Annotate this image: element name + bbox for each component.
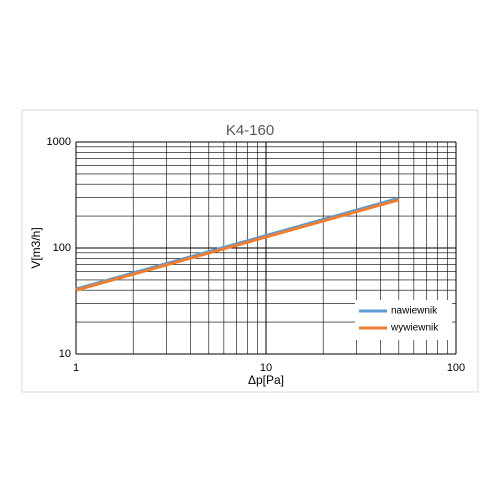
chart-frame [21, 109, 479, 393]
y-tick-label: 1000 [47, 136, 71, 148]
x-tick-label: 1 [73, 362, 79, 374]
series-line [75, 198, 400, 292]
y-axis-label: V[m3/h] [29, 227, 43, 268]
legend-box [355, 300, 452, 340]
y-tick-label: 100 [53, 242, 71, 254]
x-axis-label: Δp[Pa] [248, 373, 284, 387]
chart-title: K4-160 [226, 122, 274, 139]
x-tick-label: 10 [260, 362, 272, 374]
x-tick-label: 100 [447, 362, 465, 374]
legend-label: wywiewnik [390, 323, 439, 334]
legend-label: nawiewnik [391, 306, 438, 317]
y-tick-label: 10 [59, 348, 71, 360]
